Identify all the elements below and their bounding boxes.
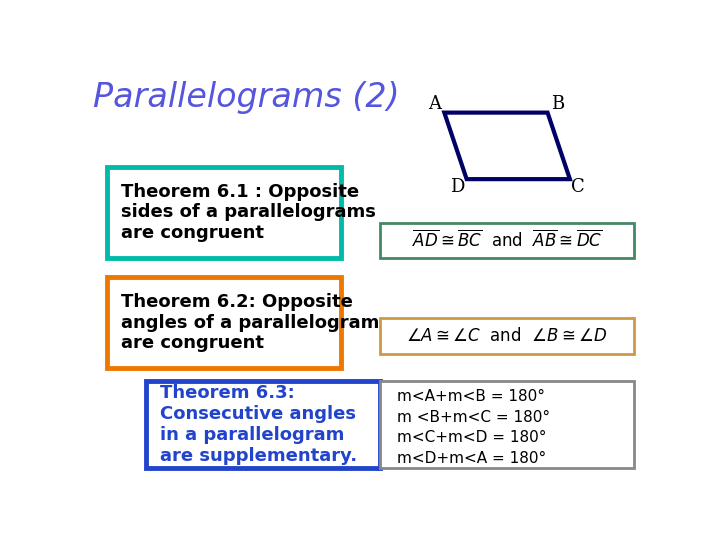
FancyBboxPatch shape [107, 277, 341, 368]
FancyBboxPatch shape [380, 223, 634, 258]
Text: m<C+m<D = 180°: m<C+m<D = 180° [397, 430, 546, 445]
Text: $\angle A \cong \angle C$  and  $\angle B \cong \angle D$: $\angle A \cong \angle C$ and $\angle B … [407, 327, 608, 345]
Text: D: D [450, 178, 464, 197]
Text: Theorem 6.3:
Consecutive angles
in a parallelogram
are supplementary.: Theorem 6.3: Consecutive angles in a par… [160, 384, 357, 464]
FancyBboxPatch shape [380, 319, 634, 354]
Text: Theorem 6.2: Opposite
angles of a parallelogram
are congruent: Theorem 6.2: Opposite angles of a parall… [121, 293, 379, 353]
FancyBboxPatch shape [107, 167, 341, 258]
Text: Parallelograms (2): Parallelograms (2) [93, 82, 400, 114]
Text: m<A+m<B = 180°: m<A+m<B = 180° [397, 389, 545, 404]
Text: m<D+m<A = 180°: m<D+m<A = 180° [397, 451, 546, 466]
Text: Theorem 6.1 : Opposite
sides of a parallelograms
are congruent: Theorem 6.1 : Opposite sides of a parall… [121, 183, 376, 242]
FancyBboxPatch shape [145, 381, 380, 468]
Text: $\overline{AD} \cong \overline{BC}$  and  $\overline{AB} \cong \overline{DC}$: $\overline{AD} \cong \overline{BC}$ and … [412, 230, 603, 251]
Text: B: B [551, 95, 564, 113]
Text: m <B+m<C = 180°: m <B+m<C = 180° [397, 410, 550, 424]
Text: A: A [428, 95, 441, 113]
FancyBboxPatch shape [380, 381, 634, 468]
Text: C: C [572, 178, 585, 197]
